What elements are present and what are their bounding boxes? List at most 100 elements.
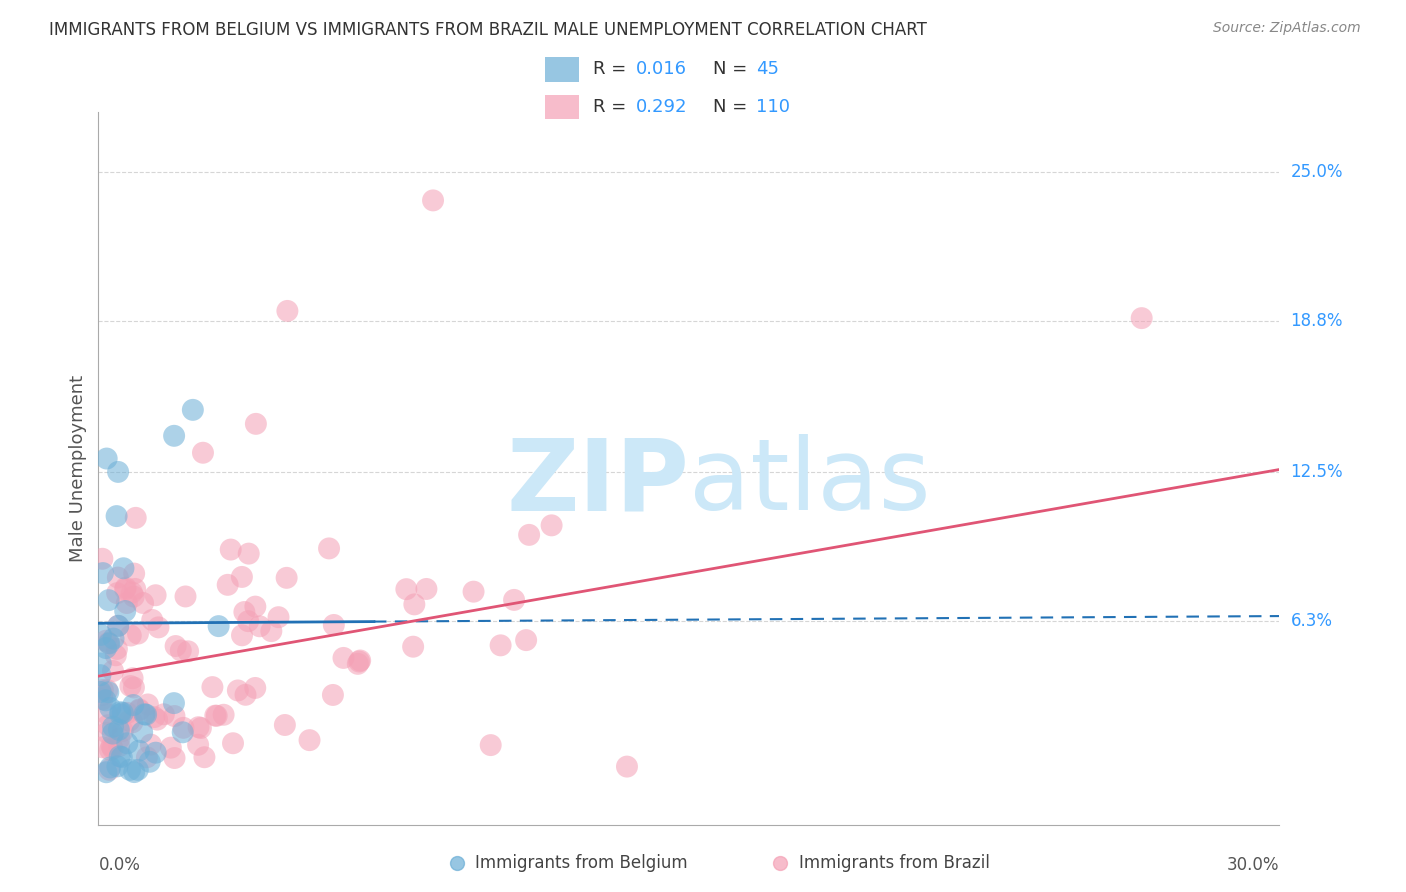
Point bbox=[105, 509, 128, 524]
Point bbox=[136, 698, 159, 712]
Point bbox=[107, 465, 129, 479]
Point bbox=[98, 701, 121, 715]
Point bbox=[148, 620, 170, 634]
Text: 45: 45 bbox=[756, 61, 779, 78]
Point bbox=[122, 698, 145, 712]
Point bbox=[349, 653, 371, 667]
Point bbox=[94, 693, 117, 707]
Point bbox=[96, 765, 118, 780]
Point bbox=[233, 605, 256, 619]
Point bbox=[105, 642, 128, 657]
Text: 25.0%: 25.0% bbox=[1291, 162, 1343, 180]
Point bbox=[98, 743, 121, 757]
Text: R =: R = bbox=[593, 61, 631, 78]
Point bbox=[108, 739, 131, 754]
Point bbox=[260, 624, 283, 639]
Text: ZIP: ZIP bbox=[506, 434, 689, 531]
Point bbox=[204, 708, 226, 723]
Point bbox=[146, 713, 169, 727]
Point bbox=[89, 668, 111, 682]
Point bbox=[127, 626, 149, 640]
Point bbox=[132, 596, 155, 610]
Point bbox=[1130, 311, 1153, 326]
Point bbox=[231, 570, 253, 584]
Point bbox=[172, 721, 194, 735]
Point bbox=[463, 584, 485, 599]
Point bbox=[187, 738, 209, 752]
Point bbox=[231, 628, 253, 642]
Point bbox=[207, 619, 229, 633]
Point bbox=[111, 750, 134, 764]
Point bbox=[94, 633, 117, 648]
Point bbox=[274, 718, 297, 732]
Text: Source: ZipAtlas.com: Source: ZipAtlas.com bbox=[1213, 21, 1361, 35]
Point bbox=[114, 581, 136, 595]
Point bbox=[318, 541, 340, 556]
Point bbox=[201, 680, 224, 694]
Point bbox=[94, 641, 117, 656]
Point bbox=[108, 731, 131, 746]
Point bbox=[163, 709, 186, 723]
Point bbox=[97, 593, 120, 607]
Point bbox=[145, 588, 167, 602]
Point bbox=[127, 763, 149, 777]
Text: 0.016: 0.016 bbox=[636, 61, 688, 78]
Point bbox=[91, 683, 114, 698]
Point bbox=[172, 725, 194, 739]
Point bbox=[96, 707, 118, 722]
Point bbox=[91, 566, 114, 580]
Point bbox=[138, 755, 160, 769]
Point bbox=[98, 760, 121, 774]
Point bbox=[145, 746, 167, 760]
Point bbox=[489, 638, 512, 652]
Point bbox=[276, 304, 298, 318]
Point bbox=[322, 688, 344, 702]
Point bbox=[128, 702, 150, 716]
Text: 0.0%: 0.0% bbox=[98, 855, 141, 873]
Point bbox=[125, 511, 148, 525]
Point bbox=[103, 632, 125, 646]
Point bbox=[120, 628, 142, 642]
Point bbox=[134, 707, 156, 722]
Point bbox=[115, 706, 138, 720]
Text: N =: N = bbox=[713, 61, 754, 78]
Point bbox=[90, 657, 112, 671]
Point bbox=[276, 571, 298, 585]
Point bbox=[120, 679, 142, 693]
Text: Immigrants from Brazil: Immigrants from Brazil bbox=[799, 854, 990, 871]
Point bbox=[101, 664, 124, 678]
Point bbox=[110, 705, 132, 719]
Point bbox=[112, 561, 135, 575]
Point bbox=[128, 703, 150, 717]
Point bbox=[245, 681, 267, 695]
Text: 18.8%: 18.8% bbox=[1291, 311, 1343, 329]
Point bbox=[238, 614, 260, 628]
Point bbox=[108, 749, 131, 764]
Point bbox=[108, 723, 131, 737]
Point bbox=[124, 582, 146, 596]
Point bbox=[219, 542, 242, 557]
Point bbox=[402, 640, 425, 654]
Text: 0.292: 0.292 bbox=[636, 98, 688, 116]
Point bbox=[170, 643, 193, 657]
Point bbox=[177, 644, 200, 658]
Point bbox=[115, 596, 138, 610]
Point bbox=[238, 547, 260, 561]
Point bbox=[96, 451, 118, 466]
Point bbox=[769, 855, 792, 870]
Point bbox=[190, 721, 212, 735]
Point bbox=[322, 618, 344, 632]
Point bbox=[540, 518, 562, 533]
Point bbox=[153, 707, 176, 722]
Point bbox=[105, 586, 128, 600]
Point bbox=[105, 759, 128, 773]
Text: Immigrants from Belgium: Immigrants from Belgium bbox=[475, 854, 688, 871]
Point bbox=[98, 763, 121, 777]
Point bbox=[107, 619, 129, 633]
Point bbox=[128, 744, 150, 758]
Point bbox=[131, 725, 153, 739]
Point bbox=[174, 590, 197, 604]
Point bbox=[97, 636, 120, 650]
Point bbox=[517, 528, 540, 542]
Point bbox=[245, 417, 267, 431]
